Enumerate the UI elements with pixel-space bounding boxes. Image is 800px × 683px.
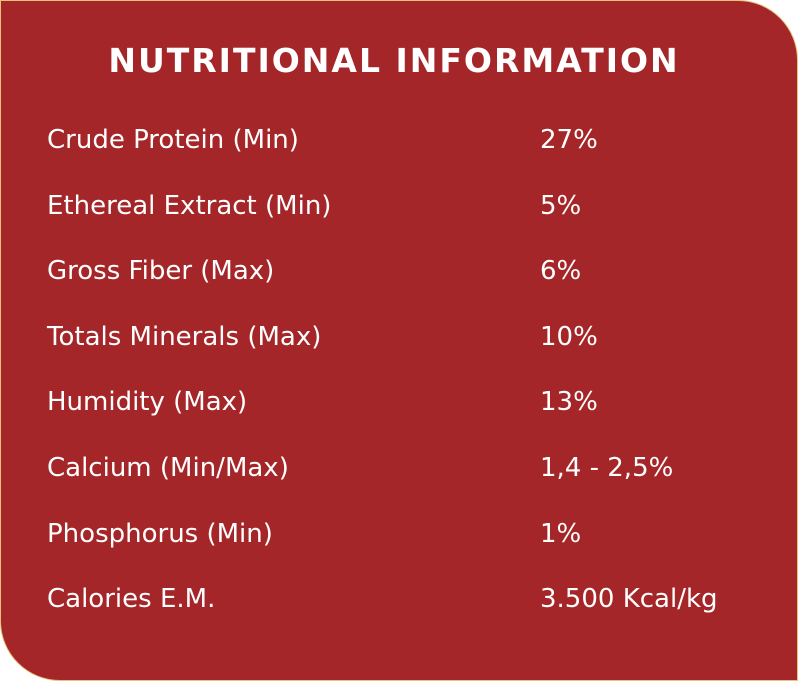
nutrient-value: 1% — [540, 518, 582, 549]
nutrition-row: Ethereal Extract (Min) 5% — [47, 185, 767, 251]
nutrient-label: Totals Minerals (Max) — [47, 321, 322, 352]
nutrition-row: Crude Protein (Min) 27% — [47, 119, 767, 185]
nutrition-row: Totals Minerals (Max) 10% — [47, 316, 767, 382]
panel-title: NUTRITIONAL INFORMATION — [108, 41, 680, 80]
nutrient-value: 1,4 - 2,5% — [540, 452, 674, 483]
nutrient-value: 6% — [540, 256, 582, 287]
nutrient-value: 3.500 Kcal/kg — [540, 584, 718, 615]
nutrition-table: Crude Protein (Min) 27% Ethereal Extract… — [47, 119, 767, 644]
nutrition-row: Gross Fiber (Max) 6% — [47, 250, 767, 316]
nutrient-label: Crude Protein (Min) — [47, 125, 299, 155]
nutrient-label: Humidity (Max) — [47, 387, 248, 418]
nutrient-value: 10% — [540, 321, 598, 352]
nutrient-label: Calcium (Min/Max) — [47, 452, 289, 483]
nutrient-value: 27% — [540, 125, 598, 155]
nutrient-label: Calories E.M. — [47, 584, 216, 615]
nutrition-row: Phosphorus (Min) 1% — [47, 513, 767, 579]
nutrient-label: Gross Fiber (Max) — [47, 256, 275, 287]
nutrition-row: Humidity (Max) 13% — [47, 381, 767, 447]
nutrient-label: Phosphorus (Min) — [47, 518, 273, 549]
nutrition-row: Calcium (Min/Max) 1,4 - 2,5% — [47, 447, 767, 513]
nutrient-label: Ethereal Extract (Min) — [47, 190, 332, 221]
nutrient-value: 13% — [540, 387, 598, 418]
nutrition-row: Calories E.M. 3.500 Kcal/kg — [47, 578, 767, 644]
nutrient-value: 5% — [540, 190, 582, 221]
